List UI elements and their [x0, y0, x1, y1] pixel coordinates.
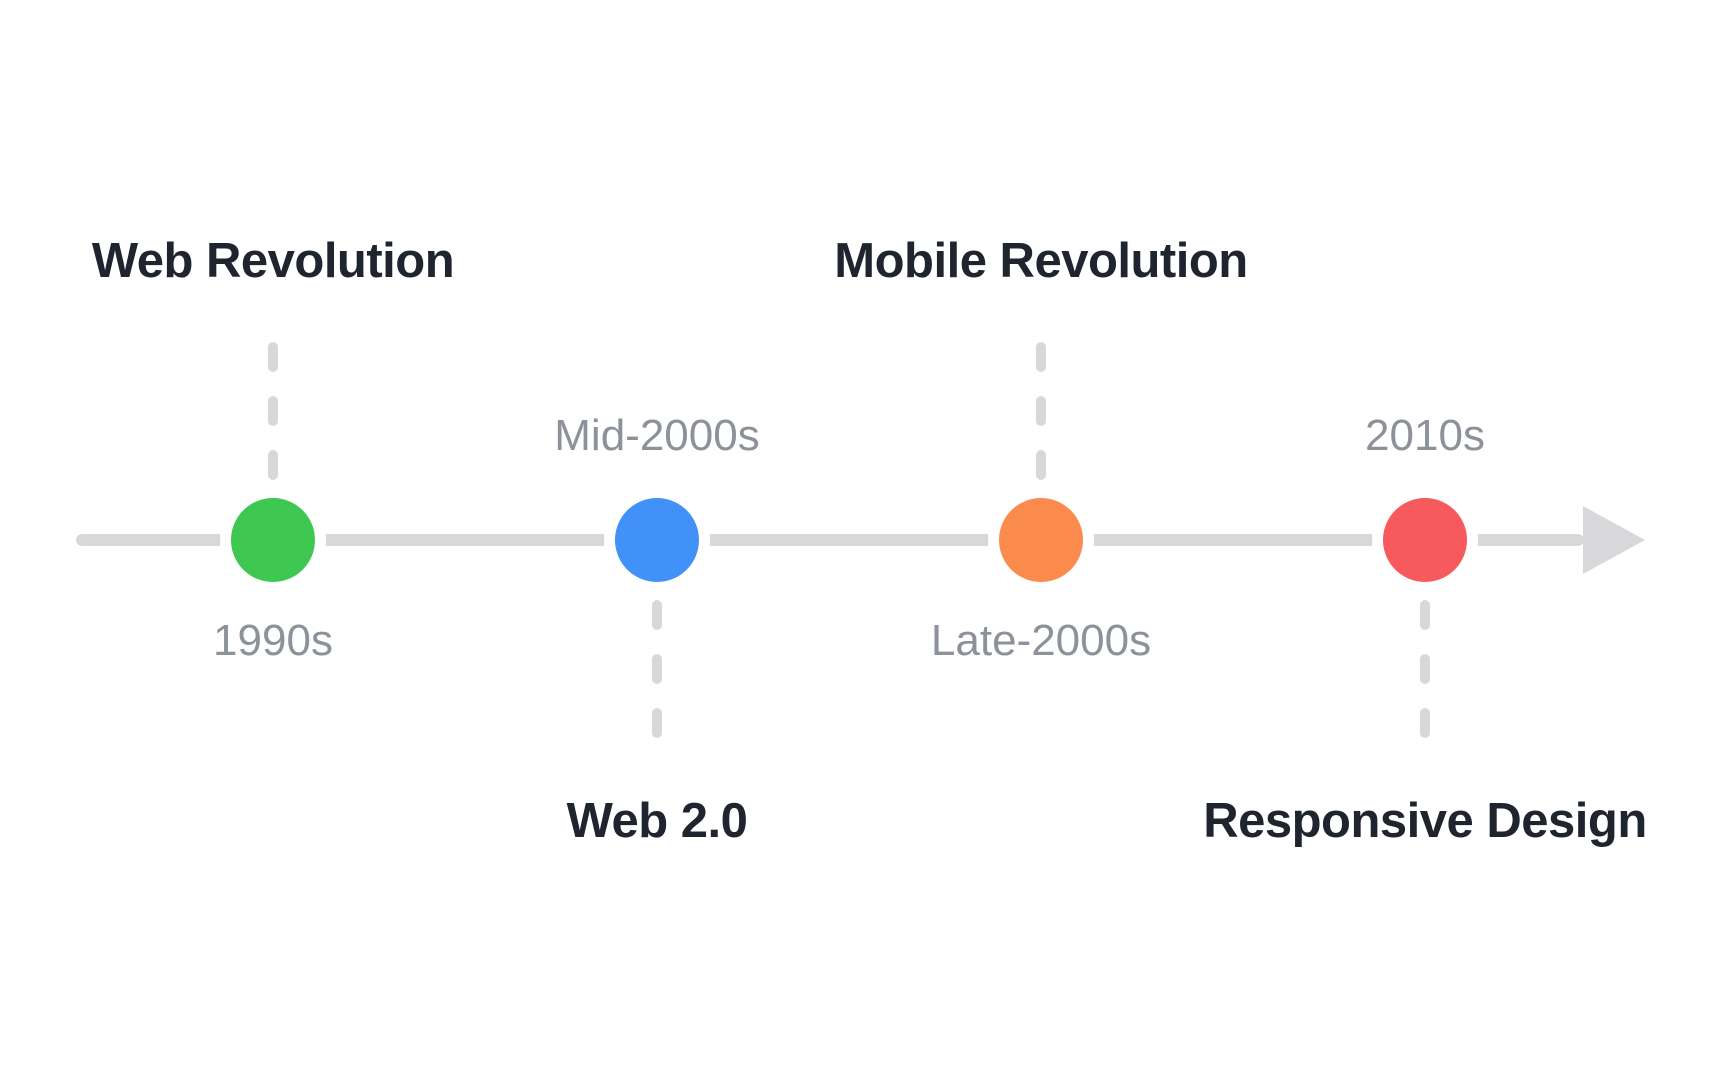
axis-arrowhead-icon: [1583, 506, 1645, 574]
connector-dash: [1036, 342, 1046, 372]
connector-dash: [268, 342, 278, 372]
event-dot: [220, 487, 326, 593]
connector-dash: [1036, 450, 1046, 480]
event-period: Late-2000s: [930, 616, 1152, 665]
event-period: Mid-2000s: [554, 411, 760, 460]
event-period: 1990s: [213, 616, 333, 665]
event-title: Mobile Revolution: [834, 234, 1248, 288]
connector-dash: [1420, 708, 1430, 738]
event-dot: [604, 487, 710, 593]
dashed-connector: [1420, 600, 1430, 738]
event-title: Responsive Design: [1203, 794, 1647, 848]
connector-dash: [268, 450, 278, 480]
connector-dash: [652, 708, 662, 738]
event-title: Web Revolution: [91, 234, 455, 288]
event-dot: [988, 487, 1094, 593]
connector-dash: [1420, 600, 1430, 630]
connector-dash: [268, 396, 278, 426]
timeline-axis: [76, 534, 1584, 546]
event-dot: [1372, 487, 1478, 593]
connector-dash: [652, 600, 662, 630]
event-title: Web 2.0: [566, 794, 748, 848]
dashed-connector: [1036, 342, 1046, 480]
connector-dash: [1420, 654, 1430, 684]
event-period: 2010s: [1365, 411, 1485, 460]
connector-dash: [1036, 396, 1046, 426]
connector-dash: [652, 654, 662, 684]
dashed-connector: [268, 342, 278, 480]
dashed-connector: [652, 600, 662, 738]
